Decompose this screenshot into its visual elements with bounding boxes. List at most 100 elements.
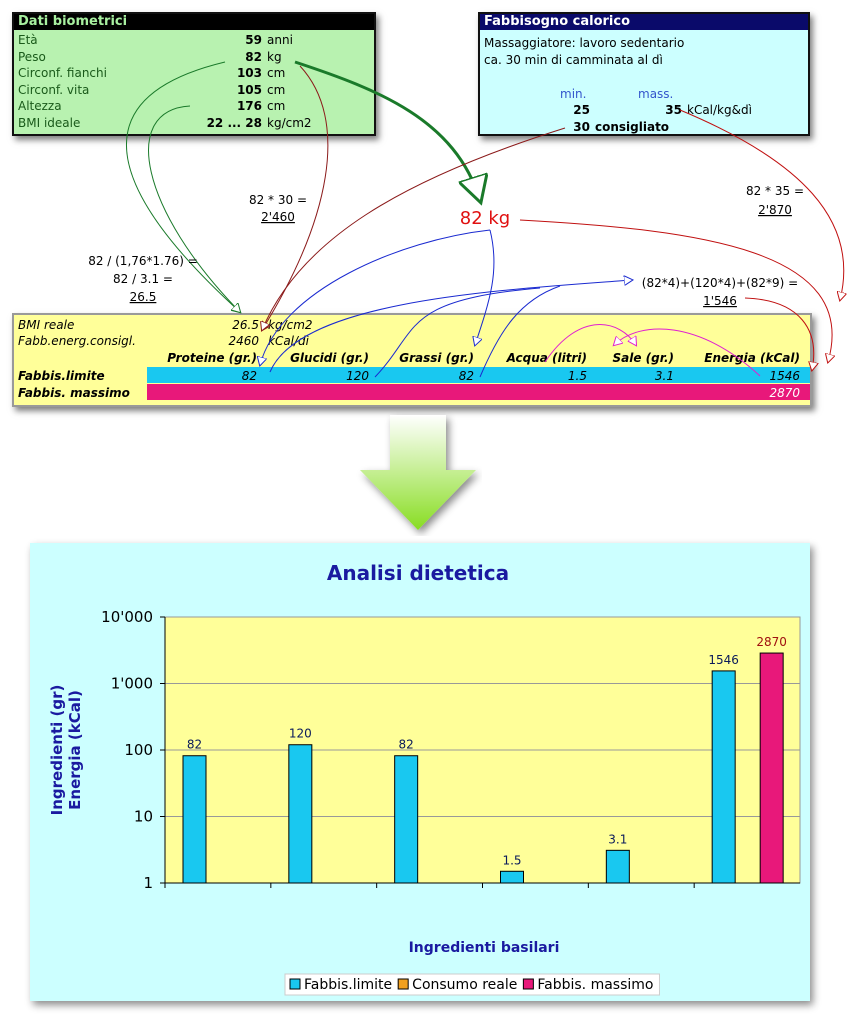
value: 59 bbox=[245, 33, 262, 47]
arrow bbox=[148, 105, 240, 312]
y-tick-label: 10 bbox=[134, 808, 153, 826]
value: 1.5 bbox=[567, 369, 587, 383]
arrow bbox=[260, 229, 491, 365]
panel-title: Dati biometrici bbox=[14, 14, 374, 30]
row-label: Peso bbox=[18, 49, 46, 64]
value: 103 bbox=[236, 66, 262, 81]
value: 22 ... 28 bbox=[206, 116, 262, 130]
annotation: 2'460 bbox=[261, 210, 295, 224]
column-header: Proteine (gr.) bbox=[167, 351, 257, 365]
value-label: 120 bbox=[289, 727, 312, 741]
row-label: Circonf. fianchi bbox=[18, 66, 107, 81]
text-line: ca. 30 min di camminata al dì bbox=[484, 53, 663, 67]
bar bbox=[605, 849, 630, 884]
results-panel: BMI reale 26.5 kg/cm2 Fabb.energ.consigl… bbox=[12, 313, 812, 407]
arrow bbox=[262, 127, 566, 330]
row-band bbox=[147, 367, 810, 383]
unit: cm bbox=[267, 99, 286, 114]
value: 82 bbox=[241, 369, 257, 383]
chart-title: Analisi dietetica bbox=[327, 561, 509, 585]
y-tick-label: 1 bbox=[143, 874, 153, 892]
bar bbox=[711, 670, 736, 884]
label: Fabb.energ.consigl. bbox=[18, 334, 136, 348]
down-arrow bbox=[360, 415, 476, 530]
annotations: 82 kg 82 * 30 = 2'460 82 * 35 = 2'870 82… bbox=[88, 184, 804, 308]
legend-swatch bbox=[289, 978, 301, 990]
y-tick-label: 1'000 bbox=[111, 675, 153, 693]
panel-title: Fabbisogno calorico bbox=[480, 14, 808, 30]
bar bbox=[288, 744, 313, 884]
value: 82 bbox=[458, 369, 474, 383]
label: consigliato bbox=[595, 120, 670, 134]
arrow bbox=[269, 280, 632, 373]
arrow bbox=[679, 109, 844, 300]
value-label: 2870 bbox=[756, 635, 787, 649]
legend-swatch bbox=[397, 978, 409, 990]
annotation: 82 * 35 = bbox=[746, 184, 804, 198]
unit: kg bbox=[267, 49, 282, 64]
y-tick-label: 10'000 bbox=[101, 608, 153, 626]
value-label: 82 bbox=[399, 738, 414, 752]
x-axis-title: Ingredienti basilari bbox=[409, 940, 560, 956]
text-line: Massaggiatore: lavoro sedentario bbox=[484, 36, 685, 50]
arrow bbox=[475, 229, 495, 345]
value: 105 bbox=[236, 82, 262, 97]
arrow bbox=[374, 287, 541, 378]
legend bbox=[284, 973, 660, 996]
label: BMI reale bbox=[18, 318, 75, 332]
legend-label: Consumo reale bbox=[412, 977, 517, 993]
column-header: Glucidi (gr.) bbox=[290, 351, 369, 365]
row-label: Fabbis.limite bbox=[18, 369, 105, 383]
row-band bbox=[147, 384, 810, 400]
value: 2870 bbox=[769, 386, 800, 400]
column-header: Grassi (gr.) bbox=[399, 351, 474, 365]
column-header: Acqua (litri) bbox=[506, 351, 587, 365]
value-label: 82 bbox=[187, 738, 202, 752]
value: 1546 bbox=[769, 369, 800, 383]
value: 176 bbox=[236, 99, 262, 114]
value-label: 1546 bbox=[708, 653, 739, 667]
annotation: 82 / 3.1 = bbox=[113, 272, 173, 286]
value-label: 3.1 bbox=[608, 832, 627, 846]
value: 82 bbox=[245, 49, 262, 64]
row-label: Circonf. vita bbox=[18, 82, 90, 97]
column-header: Sale (gr.) bbox=[612, 351, 675, 365]
arrow bbox=[744, 297, 814, 370]
y-axis-title: Ingredienti (gr) bbox=[48, 685, 66, 816]
y-axis-title: Energia (kCal) bbox=[66, 690, 84, 810]
row-label: BMI ideale bbox=[18, 116, 81, 130]
bar bbox=[394, 755, 419, 884]
annotation: 82 kg bbox=[460, 208, 510, 229]
unit: kg/cm2 bbox=[267, 116, 312, 130]
value-label: 1.5 bbox=[502, 853, 521, 867]
legend-swatch bbox=[522, 978, 534, 990]
column-header: Energia (kCal) bbox=[704, 351, 800, 365]
value: 25 bbox=[573, 103, 590, 117]
value: 2460 bbox=[228, 334, 259, 348]
calories-panel: Fabbisogno calorico Massaggiatore: lavor… bbox=[478, 12, 810, 136]
chart: Analisi dietetica Ingredienti (gr) Energ… bbox=[30, 543, 810, 1001]
annotation: 1'546 bbox=[703, 294, 737, 308]
unit: cm bbox=[267, 82, 286, 97]
annotation: 2'870 bbox=[758, 203, 792, 217]
arrows bbox=[126, 60, 844, 378]
biometrics-panel: Dati biometrici Età 59 anni Peso 82 kg Circonf… bbox=[12, 12, 376, 136]
value: 3.1 bbox=[654, 369, 674, 383]
arrow bbox=[294, 60, 480, 200]
arrow bbox=[614, 328, 761, 377]
annotation: 82 / (1,76*1.76) = bbox=[88, 254, 198, 268]
unit: anni bbox=[267, 33, 293, 47]
arrow bbox=[544, 324, 636, 363]
column-header: min. bbox=[560, 87, 587, 101]
legend-label: Fabbis. massimo bbox=[537, 977, 653, 993]
bar bbox=[759, 652, 784, 884]
column-header: mass. bbox=[638, 87, 674, 101]
row-label: Fabbis. massimo bbox=[18, 386, 130, 400]
row-label: Altezza bbox=[18, 99, 62, 114]
y-tick-label: 100 bbox=[124, 741, 153, 759]
unit: kCal/kg&dì bbox=[687, 103, 752, 117]
value: 120 bbox=[346, 369, 369, 383]
value: 26.5 bbox=[232, 318, 259, 332]
unit: kCal/dì bbox=[268, 334, 310, 348]
